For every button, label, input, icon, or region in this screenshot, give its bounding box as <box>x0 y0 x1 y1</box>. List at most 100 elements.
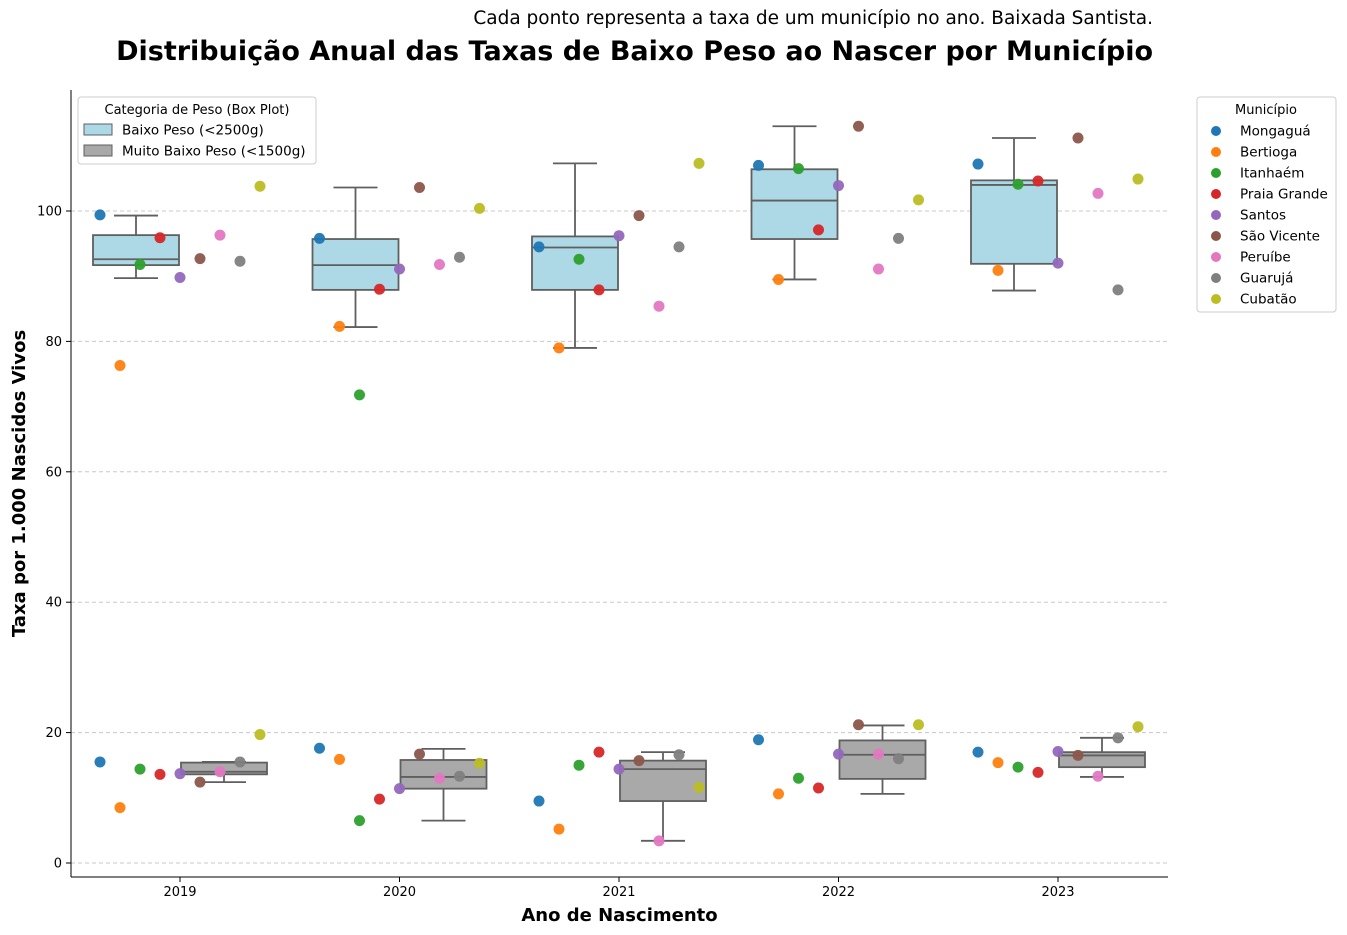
point-muito-2020-São Vicente <box>414 748 425 760</box>
legend-label-Mongaguá: Mongaguá <box>1240 124 1311 140</box>
point-muito-2020-Cubatão <box>474 757 485 769</box>
box-legend-label-muito: Muito Baixo Peso (<1500g) <box>122 144 306 160</box>
point-muito-2023-Mongaguá <box>972 746 984 758</box>
legend-label-Guarujá: Guarujá <box>1240 271 1293 287</box>
point-baixo-2019-Cubatão <box>254 180 266 192</box>
point-muito-2019-Mongaguá <box>94 756 106 768</box>
point-baixo-2023-São Vicente <box>1072 132 1084 144</box>
point-muito-2019-Bertioga <box>114 802 126 814</box>
point-muito-2019-Guarujá <box>234 756 246 768</box>
chart-title: Distribuição Anual das Taxas de Baixo Pe… <box>116 36 1153 67</box>
box-baixo-2022 <box>750 125 839 281</box>
legend-marker-Guarujá <box>1211 273 1221 283</box>
point-muito-2023-Itanhaém <box>1012 761 1024 773</box>
point-muito-2022-Bertioga <box>773 788 784 800</box>
legend-marker-Cubatão <box>1211 294 1221 304</box>
point-baixo-2023-Cubatão <box>1132 173 1144 185</box>
point-muito-2023-Praia Grande <box>1032 766 1044 778</box>
legend-marker-Peruíbe <box>1211 252 1221 262</box>
point-muito-2020-Praia Grande <box>374 793 385 805</box>
box-legend-frame <box>77 96 317 165</box>
point-baixo-2019-Santos <box>174 272 186 284</box>
point-muito-2020-Mongaguá <box>314 742 325 754</box>
box-iqr <box>970 179 1058 265</box>
point-baixo-2021-Mongaguá <box>533 241 545 253</box>
point-baixo-2023-Itanhaém <box>1012 178 1024 190</box>
x-axis-label: Ano de Nascimento <box>521 905 717 926</box>
point-muito-2023-Guarujá <box>1112 732 1124 744</box>
point-muito-2021-Santos <box>613 763 625 775</box>
point-baixo-2020-Bertioga <box>334 320 345 332</box>
y-tick-label-20: 20 <box>45 726 62 741</box>
point-baixo-2020-Santos <box>394 263 405 275</box>
x-tick-label-2021: 2021 <box>602 885 635 900</box>
point-baixo-2020-Guarujá <box>454 251 465 263</box>
municipality-legend: Município Mongaguá Bertioga Itanhaém Praia G… <box>1196 96 1337 313</box>
point-baixo-2022-Itanhaém <box>793 163 804 175</box>
point-baixo-2019-Guarujá <box>234 255 246 267</box>
point-baixo-2021-Santos <box>613 230 625 242</box>
point-muito-2020-Santos <box>394 783 405 795</box>
point-baixo-2020-Cubatão <box>474 202 485 214</box>
point-muito-2022-Praia Grande <box>813 782 824 794</box>
point-muito-2023-São Vicente <box>1072 749 1084 761</box>
legend-marker-Bertioga <box>1211 147 1221 157</box>
x-tick-label-2023: 2023 <box>1041 885 1074 900</box>
legend-marker-Itanhaém <box>1211 168 1221 178</box>
x-tick-label-2022: 2022 <box>822 885 855 900</box>
box-legend-swatch-muito <box>83 144 113 157</box>
point-baixo-2019-São Vicente <box>194 253 206 265</box>
point-muito-2021-Itanhaém <box>573 759 585 771</box>
point-baixo-2022-Cubatão <box>913 194 924 206</box>
legend-label-Itanhaém: Itanhaém <box>1240 166 1304 182</box>
point-muito-2020-Bertioga <box>334 753 345 765</box>
y-tick-label-100: 100 <box>37 205 62 220</box>
point-baixo-2022-Guarujá <box>893 232 904 244</box>
box-baixo-2020 <box>311 186 400 328</box>
point-baixo-2020-Praia Grande <box>374 283 385 295</box>
point-muito-2023-Bertioga <box>992 757 1004 769</box>
box-legend-title: Categoria de Peso (Box Plot) <box>105 103 290 118</box>
legend-label-Santos: Santos <box>1240 208 1286 224</box>
point-muito-2021-Praia Grande <box>593 746 605 758</box>
box-iqr <box>619 759 707 802</box>
point-muito-2020-Itanhaém <box>354 815 365 827</box>
point-baixo-2022-Peruíbe <box>873 263 884 275</box>
point-baixo-2022-Praia Grande <box>813 224 824 236</box>
y-axis-label: Taxa por 1.000 Nascidos Vivos <box>9 330 30 637</box>
point-baixo-2021-Praia Grande <box>593 284 605 296</box>
point-baixo-2019-Bertioga <box>114 360 126 372</box>
municipality-legend-title: Município <box>1235 103 1297 118</box>
legend-label-Praia Grande: Praia Grande <box>1240 187 1328 203</box>
point-baixo-2019-Itanhaém <box>134 258 146 270</box>
legend-label-Cubatão: Cubatão <box>1240 292 1297 308</box>
box-muito-2021 <box>619 751 707 842</box>
point-muito-2019-Praia Grande <box>154 768 166 780</box>
x-tick-label-2019: 2019 <box>163 885 196 900</box>
x-tick-label-2020: 2020 <box>383 885 416 900</box>
point-baixo-2020-Mongaguá <box>314 232 325 244</box>
box-baixo-2023 <box>970 137 1058 292</box>
point-muito-2021-Peruíbe <box>653 835 665 847</box>
point-baixo-2022-São Vicente <box>853 120 864 132</box>
point-baixo-2022-Mongaguá <box>753 159 764 171</box>
legend-marker-São Vicente <box>1211 231 1221 241</box>
point-baixo-2023-Praia Grande <box>1032 175 1044 187</box>
point-baixo-2023-Mongaguá <box>972 158 984 170</box>
point-baixo-2021-Cubatão <box>693 157 705 169</box>
legend-label-Bertioga: Bertioga <box>1240 145 1297 161</box>
point-baixo-2020-Itanhaém <box>354 389 365 401</box>
point-muito-2019-Cubatão <box>254 729 266 741</box>
point-baixo-2021-São Vicente <box>633 210 645 222</box>
y-tick-label-0: 0 <box>54 857 62 872</box>
point-muito-2022-Cubatão <box>913 719 924 731</box>
y-tick-label-80: 80 <box>45 335 62 350</box>
point-baixo-2021-Itanhaém <box>573 253 585 265</box>
y-tick-label-40: 40 <box>45 596 62 611</box>
box-baixo-2019 <box>92 214 180 280</box>
box-iqr <box>92 234 180 267</box>
box-iqr <box>838 739 927 780</box>
point-muito-2019-Peruíbe <box>214 766 226 778</box>
point-baixo-2023-Bertioga <box>992 264 1004 276</box>
box-iqr <box>750 168 839 240</box>
